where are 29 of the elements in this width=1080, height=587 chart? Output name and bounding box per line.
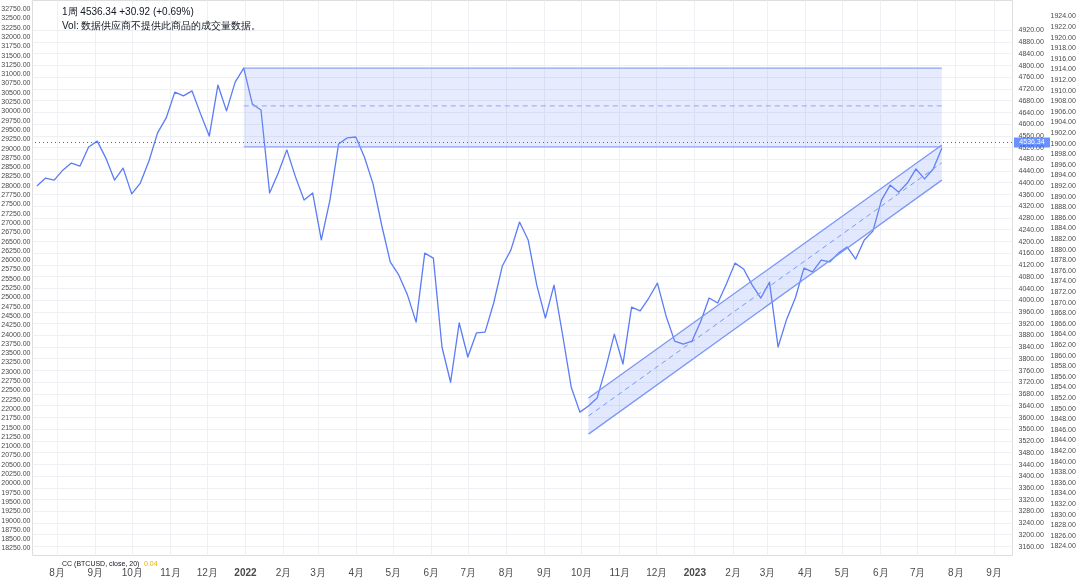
x-tick-label: 8月 [498, 566, 515, 578]
x-tick-label: 7月 [460, 566, 477, 578]
x-tick-label: 2022 [234, 566, 258, 578]
x-tick-label: 5月 [385, 566, 402, 578]
x-tick-label: 2月 [725, 566, 741, 578]
x-tick-label: 11月 [609, 566, 630, 578]
x-tick-label: 10月 [121, 566, 143, 578]
x-tick-label: 5月 [834, 566, 851, 578]
x-tick-label: 8月 [49, 566, 65, 578]
x-tick-label: 11月 [160, 566, 181, 578]
x-tick-label: 10月 [571, 566, 593, 578]
x-tick-label: 4月 [348, 566, 365, 578]
x-tick-label: 9月 [986, 566, 1002, 578]
annotation: Vol: 数据供应商不提供此商品的成交量数据。 [62, 20, 262, 31]
x-tick-label: 3月 [759, 566, 776, 578]
x-tick-label: 12月 [646, 566, 668, 578]
x-tick-label: 9月 [536, 566, 553, 578]
x-tick-label: 9月 [87, 566, 104, 578]
x-tick-label: 6月 [872, 566, 889, 578]
line-series [36, 67, 943, 413]
x-tick-label: 12月 [196, 566, 218, 578]
x-tick-label: 8月 [948, 566, 964, 578]
x-tick-label: 6月 [423, 566, 440, 578]
x-tick-label: 3月 [310, 566, 326, 578]
annotation: 1周 4536.34 +30.92 (+0.69%) [62, 6, 194, 17]
x-tick-label: 2023 [683, 566, 707, 578]
x-tick-label: 2月 [275, 566, 292, 578]
x-tick-label: 4月 [797, 566, 814, 578]
x-tick-label: 7月 [909, 566, 926, 578]
